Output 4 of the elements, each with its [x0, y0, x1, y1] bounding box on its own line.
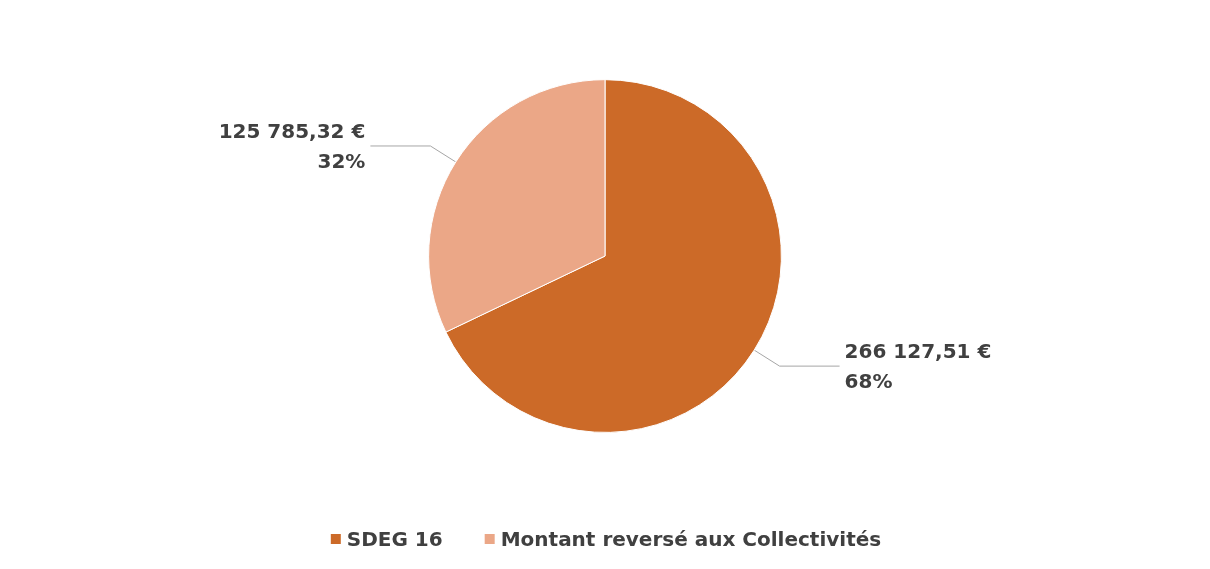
legend-label: Montant reversé aux Collectivités — [500, 527, 882, 551]
legend-label: SDEG 16 — [346, 527, 443, 551]
data-label: 266 127,51 € 68% — [844, 339, 992, 394]
data-label: 125 785,32 € 32% — [218, 118, 366, 173]
